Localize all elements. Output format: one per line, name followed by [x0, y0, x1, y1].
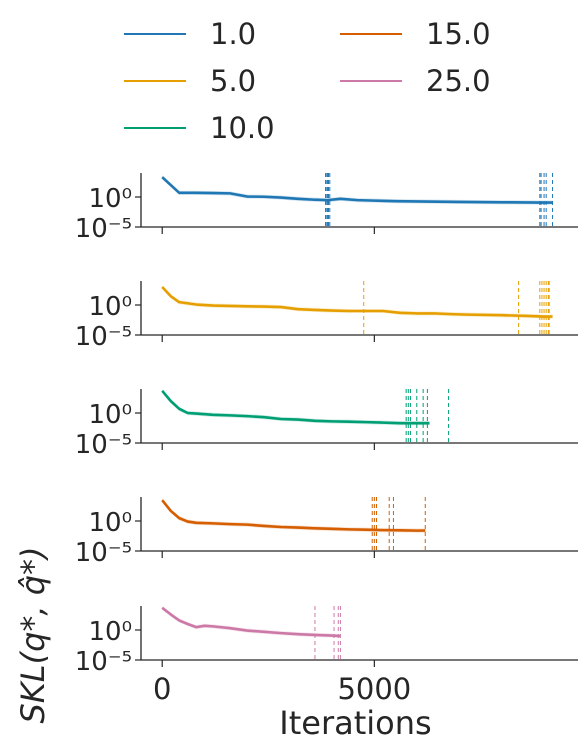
legend-swatch: [124, 33, 186, 35]
y-tick-label: 10⁰: [88, 617, 132, 647]
y-tick-label: 10⁻⁵: [75, 647, 132, 677]
legend-swatch: [124, 127, 186, 129]
x-tick-label: 5000: [337, 672, 411, 706]
series-band: [162, 606, 341, 639]
x-tick-label: 0: [153, 672, 171, 706]
y-tick-label: 10⁻⁵: [75, 214, 132, 244]
y-tick-label: 10⁻⁵: [75, 322, 132, 352]
legend: 1.0 5.0 10.0 15.0 25.0: [124, 14, 544, 145]
legend-item: 10.0: [124, 108, 275, 148]
legend-label: 5.0: [210, 64, 257, 98]
series-line: [161, 176, 553, 204]
legend-label: 1.0: [210, 17, 257, 51]
legend-item: 1.0: [124, 14, 256, 54]
legend-swatch: [340, 33, 402, 35]
y-axis-label: SKL(q*, q̂*): [14, 546, 52, 723]
y-tick-label: 10⁰: [88, 184, 132, 214]
y-tick-label: 10⁰: [88, 400, 132, 430]
legend-label: 10.0: [210, 111, 275, 145]
y-tick-label: 10⁻⁵: [75, 430, 132, 460]
series-line: [161, 389, 430, 425]
legend-swatch: [340, 80, 402, 82]
legend-item: 15.0: [340, 14, 491, 54]
legend-label: 15.0: [426, 17, 491, 51]
legend-item: 5.0: [124, 61, 256, 101]
y-tick-label: 10⁰: [88, 508, 132, 538]
series-line: [161, 286, 553, 318]
y-tick-label: 10⁻⁵: [75, 538, 132, 568]
series-line: [161, 499, 426, 532]
legend-item: 25.0: [340, 61, 491, 101]
series-line: [161, 606, 341, 638]
legend-label: 25.0: [426, 64, 491, 98]
x-axis-label: Iterations: [279, 704, 431, 742]
series-band: [162, 284, 553, 319]
y-tick-label: 10⁰: [88, 292, 132, 322]
legend-swatch: [124, 80, 186, 82]
